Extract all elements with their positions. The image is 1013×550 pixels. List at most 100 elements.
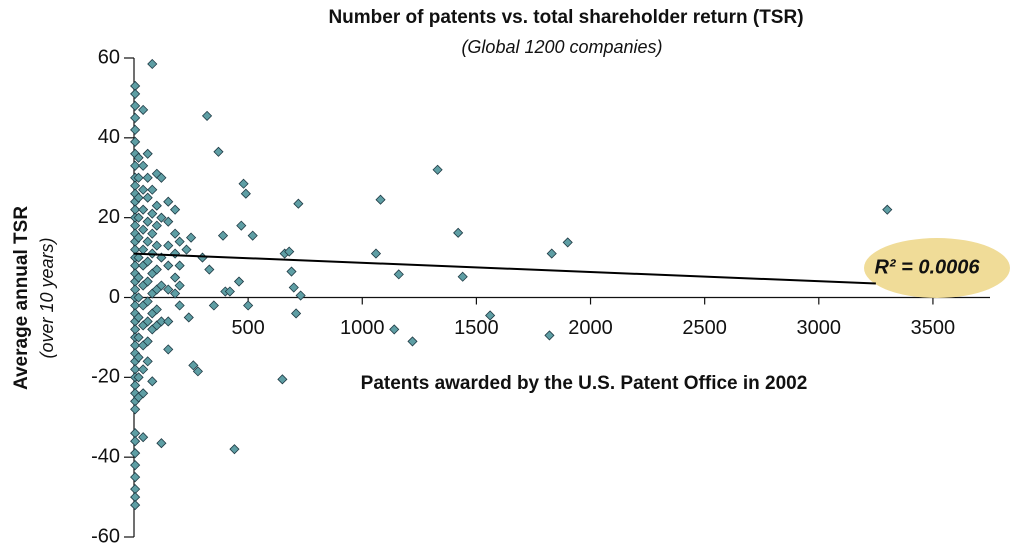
data-point [432,164,443,175]
data-point [130,448,141,459]
data-point [138,160,149,171]
data-point [170,272,181,283]
data-point [133,312,144,323]
data-point [286,266,297,277]
data-point [163,344,174,355]
data-point [151,264,162,275]
y-axis-label: Average annual TSR [11,206,32,390]
data-point [147,228,158,239]
data-point [156,316,167,327]
data-point [133,192,144,203]
x-tick-label: 2000 [568,317,613,339]
data-point [138,364,149,375]
data-point [546,248,557,259]
x-tick-label: 2500 [682,317,727,339]
data-point [147,58,158,70]
data-point [238,178,249,189]
data-point [130,100,141,111]
data-point [142,172,153,183]
data-point [170,288,181,299]
data-point [142,216,153,227]
chart-title: Number of patents vs. total shareholder … [328,7,803,28]
data-point [170,248,181,259]
data-point [142,256,153,267]
data-point [208,300,219,311]
y-tick-label: 40 [98,126,120,148]
data-point [142,192,153,203]
data-point [130,160,141,171]
data-point [243,300,254,311]
data-point [295,290,306,301]
trend-line [133,252,876,285]
data-point [133,232,144,243]
data-point [485,310,496,321]
data-point [156,280,167,291]
x-tick-label: 500 [231,317,264,339]
data-point [151,200,162,211]
x-tick-label: 3500 [911,317,956,339]
data-point [151,304,162,315]
data-point [389,324,400,335]
data-point [138,388,149,399]
data-point [133,332,144,343]
data-point [236,220,247,231]
data-point [174,260,185,271]
data-point [544,330,555,341]
y-tick-label: 0 [109,286,120,308]
data-point [163,216,174,227]
x-tick-label: 1500 [454,317,499,339]
data-point [370,248,382,259]
y-tick-label: -40 [91,445,120,467]
data-point [163,316,174,327]
data-point [156,212,167,223]
data-point [229,444,240,455]
x-tick-label: 3000 [797,317,842,339]
y-axis-sublabel: (over 10 years) [37,237,57,358]
data-point [138,204,149,215]
data-point [183,312,194,323]
data-point [156,438,167,449]
data-point [181,244,192,255]
y-tick-label: -60 [91,525,120,547]
data-point [288,282,299,293]
data-point [882,204,893,215]
data-point [130,136,141,147]
data-point [133,252,144,263]
data-point [562,237,573,248]
data-point [163,240,174,251]
data-point [142,148,153,159]
data-point [170,204,181,215]
data-point [138,244,149,255]
data-point [151,220,162,231]
data-point [393,269,404,280]
data-point [291,308,302,319]
data-point [174,280,185,291]
data-point [142,296,153,307]
data-point [293,198,304,209]
data-point [147,208,158,219]
data-point [138,224,149,235]
data-point [138,104,149,115]
data-point [130,500,141,511]
data-point [147,184,158,195]
data-point [133,292,144,303]
data-point [204,264,215,275]
data-point [133,152,144,163]
data-point [130,436,141,447]
y-tick-label: 20 [98,206,120,228]
data-point [240,188,251,199]
data-point [197,252,208,263]
data-point [457,271,468,282]
data-point [130,472,141,483]
data-point [142,316,153,327]
data-point [407,336,418,347]
data-point [192,366,203,377]
data-point [247,230,258,241]
data-point [224,286,235,297]
data-point [130,404,141,415]
data-point [156,172,167,183]
data-point [142,276,153,287]
data-point [277,374,288,385]
data-point [142,356,153,367]
